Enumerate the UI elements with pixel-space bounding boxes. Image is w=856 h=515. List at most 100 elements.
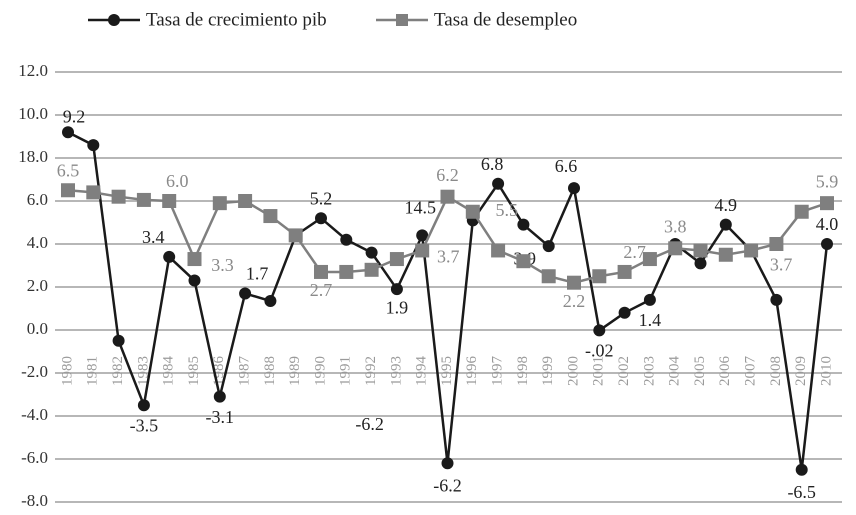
marker xyxy=(162,194,177,208)
marker xyxy=(239,287,252,300)
y-tick-label: 18.0 xyxy=(18,147,48,166)
x-tick-label: 2010 xyxy=(818,356,834,386)
marker xyxy=(62,126,74,139)
x-tick-label: 1996 xyxy=(464,356,480,387)
data-label: 1.4 xyxy=(639,310,662,330)
annotation: -6.2 xyxy=(355,414,384,434)
data-label: 4.0 xyxy=(816,214,839,234)
data-label: 2.7 xyxy=(623,242,646,262)
x-tick-label: 1988 xyxy=(262,356,278,386)
marker xyxy=(136,192,151,207)
y-tick-label: 10.0 xyxy=(18,104,48,123)
y-tick-label: -6.0 xyxy=(21,448,48,467)
marker xyxy=(541,269,556,284)
data-label: 5.9 xyxy=(816,171,839,191)
x-tick-label: 1985 xyxy=(186,356,202,386)
data-label: 3.4 xyxy=(142,227,165,247)
x-tick-label: 2000 xyxy=(565,356,581,386)
data-label: -6.5 xyxy=(787,482,816,502)
marker xyxy=(315,212,327,225)
marker xyxy=(416,229,429,242)
x-tick-label: 1992 xyxy=(363,356,379,386)
legend-marker xyxy=(108,14,120,26)
x-tick-label: 1982 xyxy=(110,356,126,386)
x-tick-label: 2001 xyxy=(591,356,607,386)
marker xyxy=(542,240,555,253)
marker xyxy=(517,218,530,231)
marker xyxy=(112,334,125,347)
marker xyxy=(390,283,403,296)
marker xyxy=(340,233,353,246)
marker xyxy=(770,293,783,306)
x-tick-label: 2005 xyxy=(692,356,708,386)
marker xyxy=(744,243,759,258)
marker xyxy=(794,204,809,219)
data-label: 6.2 xyxy=(436,165,459,185)
marker xyxy=(188,274,201,287)
marker xyxy=(642,252,657,267)
legend-label: Tasa de desempleo xyxy=(434,9,577,30)
data-label: 6.6 xyxy=(555,156,578,176)
marker xyxy=(568,182,580,195)
marker xyxy=(465,204,480,219)
data-label: 9.2 xyxy=(63,106,86,126)
marker xyxy=(364,262,379,277)
data-label: 2.7 xyxy=(310,280,333,300)
marker xyxy=(769,237,784,251)
y-tick-label: 6.0 xyxy=(27,190,48,209)
marker xyxy=(492,177,505,190)
legend-marker xyxy=(396,14,408,26)
marker xyxy=(821,238,833,250)
x-tick-label: 2008 xyxy=(768,356,784,386)
marker xyxy=(719,218,732,231)
marker xyxy=(87,139,100,152)
x-tick-label: 1990 xyxy=(312,356,328,386)
data-label: 6.0 xyxy=(166,171,189,191)
x-tick-label: 1999 xyxy=(540,356,556,386)
data-label: 3.8 xyxy=(664,216,687,236)
data-label: 6.5 xyxy=(57,160,80,180)
marker xyxy=(491,243,506,258)
data-label: 5.5 xyxy=(496,200,519,220)
marker xyxy=(820,196,834,211)
data-label: 2.2 xyxy=(563,291,586,311)
marker xyxy=(516,254,531,269)
x-tick-label: 1997 xyxy=(490,356,506,387)
marker xyxy=(288,228,303,243)
data-label: 4.9 xyxy=(715,195,738,215)
marker xyxy=(440,189,455,204)
x-tick-label: 1989 xyxy=(287,356,303,386)
x-tick-label: 1998 xyxy=(515,356,531,386)
x-tick-label: 1984 xyxy=(161,356,177,387)
data-label: -6.2 xyxy=(433,475,462,495)
y-tick-label: 4.0 xyxy=(27,233,48,252)
marker xyxy=(617,264,632,279)
data-label: -3.5 xyxy=(130,415,159,435)
y-tick-label: -2.0 xyxy=(21,362,48,381)
x-tick-label: 1993 xyxy=(388,356,404,386)
data-label: 3.3 xyxy=(211,255,234,275)
marker xyxy=(718,247,733,262)
x-tick-label: 2004 xyxy=(667,356,683,387)
data-label: 1.9 xyxy=(386,297,409,317)
marker xyxy=(111,189,126,204)
x-tick-label: 1980 xyxy=(59,356,75,386)
data-label: 6.8 xyxy=(481,154,504,174)
x-tick-label: 1981 xyxy=(85,356,101,386)
marker xyxy=(86,185,101,200)
marker xyxy=(61,183,75,198)
marker xyxy=(213,390,226,403)
marker xyxy=(567,275,581,290)
legend-label: Tasa de crecimiento pib xyxy=(146,9,327,30)
annotation: 14.5 xyxy=(404,198,436,218)
data-label: 5.2 xyxy=(310,188,333,208)
marker xyxy=(795,463,808,476)
marker xyxy=(441,457,454,470)
marker xyxy=(187,252,202,267)
data-label: 1.7 xyxy=(246,264,269,284)
marker xyxy=(415,243,430,258)
x-tick-label: 1991 xyxy=(338,356,354,386)
marker xyxy=(668,241,683,256)
x-tick-label: 1994 xyxy=(414,356,430,387)
